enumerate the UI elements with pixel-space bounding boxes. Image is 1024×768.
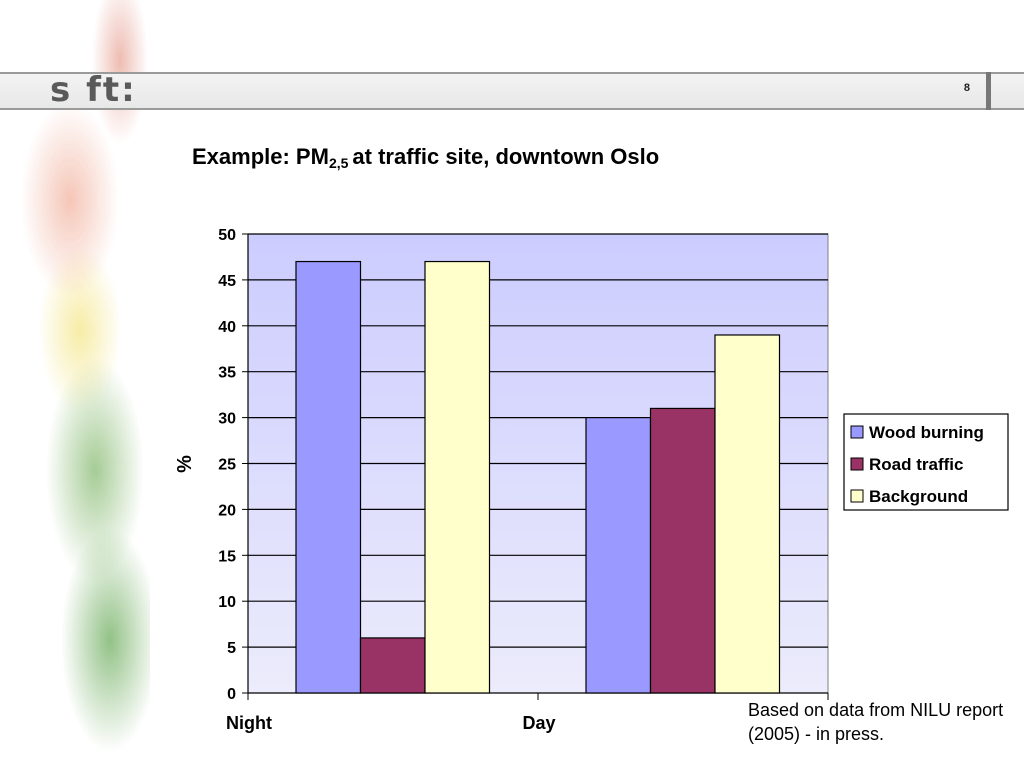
legend-swatch — [850, 489, 864, 503]
y-tick-label: 5 — [227, 640, 236, 657]
title-subscript: 2,5 — [328, 155, 349, 171]
bar-wood-burning-day — [585, 417, 652, 694]
bar-background-day — [714, 334, 781, 694]
bar-road-traffic-day — [649, 407, 716, 694]
legend-label: Wood burning — [869, 423, 984, 442]
legend-label: Background — [869, 487, 968, 506]
y-tick-label: 20 — [218, 502, 236, 519]
y-tick-label: 15 — [218, 548, 236, 565]
legend-label: Road traffic — [869, 455, 963, 474]
legend-swatch — [850, 425, 864, 439]
y-tick-label: 25 — [218, 457, 236, 474]
legend-swatch — [850, 457, 864, 471]
decorative-plant-art — [0, 0, 150, 768]
y-tick-label: 0 — [227, 686, 236, 703]
y-axis-label: % — [174, 455, 196, 473]
y-tick-label: 35 — [218, 365, 236, 382]
bar-background-night — [424, 260, 491, 694]
bar-road-traffic-night — [359, 637, 426, 694]
slide-title: Example: PM2,5 at traffic site, downtown … — [192, 144, 659, 171]
x-tick-label: Night — [226, 713, 272, 733]
title-main: Example: PM — [192, 144, 329, 169]
y-tick-label: 40 — [218, 319, 236, 336]
y-tick-label: 10 — [218, 594, 236, 611]
title-rest: at traffic site, downtown Oslo — [352, 144, 660, 169]
y-tick-label: 50 — [218, 227, 236, 244]
sft-logo: s ft: — [50, 70, 137, 110]
legend-box — [843, 413, 1009, 511]
source-note: Based on data from NILU report (2005) - … — [748, 700, 1004, 744]
header-band — [0, 72, 1024, 110]
page-number: 8 — [963, 82, 970, 94]
y-tick-label: 30 — [218, 411, 236, 428]
y-tick-label: 45 — [218, 273, 236, 290]
bar-wood-burning-night — [295, 260, 362, 694]
header-end-marker — [986, 72, 991, 110]
x-tick-label: Day — [522, 713, 555, 733]
